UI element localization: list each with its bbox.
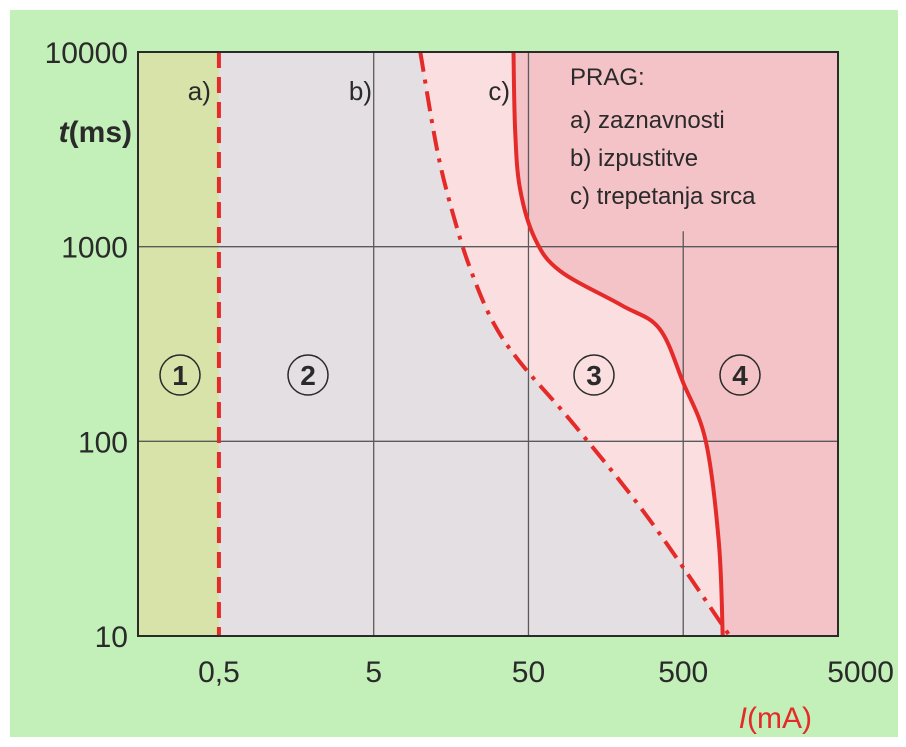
x-tick-label: 50 — [512, 656, 545, 689]
y-tick-label: 10000 — [45, 37, 128, 70]
x-tick-label: 5000 — [827, 656, 894, 689]
legend-item: b) izpustitve — [570, 145, 698, 172]
x-axis-label: I(mA) — [739, 702, 812, 735]
x-tick-label: 5 — [365, 656, 382, 689]
plot-frame — [137, 51, 839, 637]
y-tick-label: 1000 — [61, 232, 128, 265]
y-tick-label: 10 — [95, 621, 128, 654]
curve-b-threshold — [418, 51, 732, 638]
x-tick-label: 0,5 — [198, 656, 240, 689]
y-axis-unit: (ms) — [69, 116, 132, 149]
zone-2-area — [218, 52, 730, 636]
x-axis-symbol: I — [739, 702, 747, 735]
zone-2-marker — [287, 354, 329, 396]
zone-4-number: 4 — [732, 360, 748, 391]
zone-3-number: 3 — [586, 360, 602, 391]
curve-label-b: b) — [349, 76, 372, 106]
zone-4-marker — [719, 354, 761, 396]
legend-item: a) zaznavnosti — [570, 107, 725, 134]
y-axis-label: t(ms) — [59, 116, 132, 149]
y-axis-symbol: t — [59, 116, 71, 149]
legend-title: PRAG: — [570, 64, 645, 91]
y-tick-label: 100 — [78, 426, 128, 459]
x-axis-unit: (mA) — [747, 702, 812, 735]
x-tick-label: 500 — [658, 656, 708, 689]
curve-label-c: c) — [488, 76, 510, 106]
zone-1-marker — [159, 354, 201, 396]
zone-1-area — [138, 52, 219, 636]
zone-4-area — [513, 52, 838, 636]
curve-label-a: a) — [188, 76, 211, 106]
zone-3-area — [420, 52, 730, 636]
zone-3-marker — [573, 354, 615, 396]
legend-item: c) trepetanja srca — [570, 183, 756, 210]
curve-c-threshold — [511, 51, 725, 637]
zone-1-number: 1 — [172, 360, 188, 391]
zone-2-number: 2 — [300, 360, 316, 391]
